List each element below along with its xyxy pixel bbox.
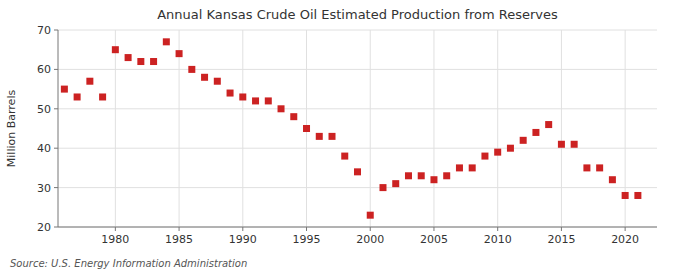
- point: [609, 176, 616, 183]
- title: Annual Kansas Crude Oil Estimated Produc…: [157, 7, 558, 22]
- point: [532, 129, 539, 136]
- x-tick: [433, 227, 434, 231]
- x-tick: [242, 227, 243, 231]
- point: [112, 46, 119, 53]
- point: [74, 93, 81, 100]
- y-tick: [54, 187, 58, 188]
- y-tick-label: 70: [37, 24, 51, 37]
- axes: 1980198519901995200020052010201520202030…: [37, 24, 657, 246]
- grid: [58, 30, 657, 227]
- grid-line-x: [115, 30, 116, 227]
- point: [430, 176, 437, 183]
- point: [163, 38, 170, 45]
- point: [405, 172, 412, 179]
- x-tick-label: 2000: [356, 233, 384, 246]
- point: [239, 93, 246, 100]
- x-tick: [625, 227, 626, 231]
- point: [278, 105, 285, 112]
- chart-svg: 1980198519901995200020052010201520202030…: [0, 0, 675, 275]
- x-tick-label: 2020: [611, 233, 639, 246]
- y-tick: [54, 30, 58, 31]
- x-tick: [179, 227, 180, 231]
- point: [303, 125, 310, 132]
- y-tick: [54, 148, 58, 149]
- grid-line-x: [370, 30, 371, 227]
- point: [341, 153, 348, 160]
- point: [201, 74, 208, 81]
- chart-container: 1980198519901995200020052010201520202030…: [0, 0, 675, 275]
- point: [571, 141, 578, 148]
- grid-line-y: [58, 227, 657, 228]
- point: [392, 180, 399, 187]
- y-tick: [54, 69, 58, 70]
- point: [354, 168, 361, 175]
- x-tick-label: 1990: [229, 233, 257, 246]
- grid-line-x: [433, 30, 434, 227]
- x-tick-label: 1985: [165, 233, 193, 246]
- y-tick: [54, 108, 58, 109]
- x-tick-label: 1980: [101, 233, 129, 246]
- y-tick: [54, 227, 58, 228]
- y-tick-label: 30: [37, 182, 51, 195]
- point: [379, 184, 386, 191]
- grid-line-y: [58, 108, 657, 109]
- grid-line-x: [497, 30, 498, 227]
- point: [150, 58, 157, 65]
- point: [176, 50, 183, 57]
- x-tick: [370, 227, 371, 231]
- grid-line-y: [58, 187, 657, 188]
- point: [265, 97, 272, 104]
- point: [456, 164, 463, 171]
- point: [329, 133, 336, 140]
- point: [494, 149, 501, 156]
- x-tick-label: 2010: [484, 233, 512, 246]
- y-tick-label: 20: [37, 221, 51, 234]
- x-tick-label: 2005: [420, 233, 448, 246]
- point: [481, 153, 488, 160]
- point: [367, 212, 374, 219]
- y-tick-label: 40: [37, 142, 51, 155]
- point: [469, 164, 476, 171]
- x-tick-label: 1995: [293, 233, 321, 246]
- x-tick: [497, 227, 498, 231]
- y-tick-label: 60: [37, 63, 51, 76]
- grid-line-y: [58, 148, 657, 149]
- grid-line-y: [58, 30, 657, 31]
- source-note: Source: U.S. Energy Information Administ…: [10, 258, 247, 269]
- point: [188, 66, 195, 73]
- grid-line-x: [561, 30, 562, 227]
- point: [316, 133, 323, 140]
- y-axis-label: Million Barrels: [5, 90, 18, 168]
- point: [99, 93, 106, 100]
- point: [545, 121, 552, 128]
- point: [507, 145, 514, 152]
- point: [418, 172, 425, 179]
- point: [137, 58, 144, 65]
- x-tick: [306, 227, 307, 231]
- x-tick-label: 2015: [547, 233, 575, 246]
- point: [583, 164, 590, 171]
- point: [214, 78, 221, 85]
- point: [290, 113, 297, 120]
- point: [596, 164, 603, 171]
- y-axis-line: [58, 30, 59, 227]
- grid-line-x: [242, 30, 243, 227]
- x-axis-line: [58, 227, 657, 228]
- y-tick-label: 50: [37, 103, 51, 116]
- x-tick: [561, 227, 562, 231]
- point: [61, 86, 68, 93]
- point: [227, 90, 234, 97]
- point: [86, 78, 93, 85]
- point: [558, 141, 565, 148]
- point: [252, 97, 259, 104]
- point: [125, 54, 132, 61]
- grid-line-y: [58, 69, 657, 70]
- point: [520, 137, 527, 144]
- grid-line-x: [179, 30, 180, 227]
- points: [61, 38, 642, 218]
- point: [634, 192, 641, 199]
- point: [622, 192, 629, 199]
- point: [443, 172, 450, 179]
- x-tick: [115, 227, 116, 231]
